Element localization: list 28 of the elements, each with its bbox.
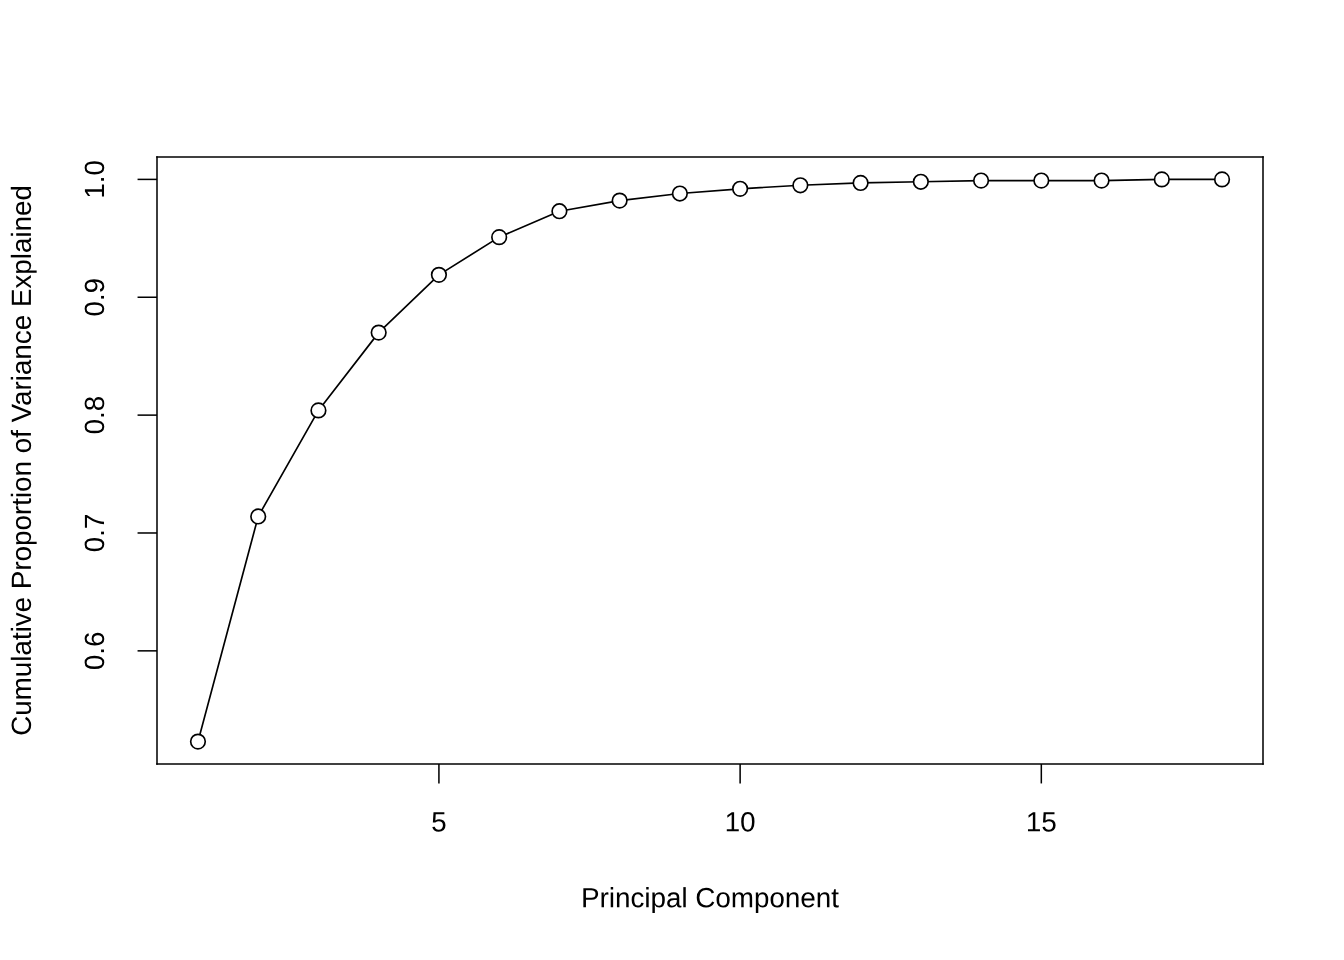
point — [1033, 172, 1050, 189]
y-axis-title: Cumulative Proportion of Variance Explained — [10, 186, 37, 735]
point — [189, 733, 207, 750]
point — [1213, 171, 1231, 188]
x-tick-label: 10 — [726, 811, 755, 832]
point — [250, 508, 267, 525]
point — [310, 402, 327, 419]
point — [671, 185, 689, 202]
point — [972, 172, 990, 189]
x-tick-label: 5 — [432, 812, 446, 832]
y-tick-label: 1.0 — [84, 161, 105, 197]
point — [1093, 172, 1110, 189]
x-tick-label: 15 — [1027, 812, 1056, 832]
y-tick-label: 0.6 — [84, 632, 105, 670]
point — [491, 229, 508, 246]
point — [792, 177, 809, 194]
y-tick-label: 0.8 — [84, 397, 105, 434]
point — [611, 192, 628, 209]
x-axis-title: Principal Component — [583, 887, 839, 914]
y-tick-label: 0.7 — [84, 515, 105, 552]
point — [912, 173, 929, 190]
point — [731, 180, 749, 197]
point — [852, 174, 869, 192]
y-tick-label: 0.9 — [84, 279, 105, 316]
point — [370, 324, 387, 341]
point — [1153, 171, 1170, 188]
point — [430, 266, 448, 283]
point — [551, 203, 568, 220]
